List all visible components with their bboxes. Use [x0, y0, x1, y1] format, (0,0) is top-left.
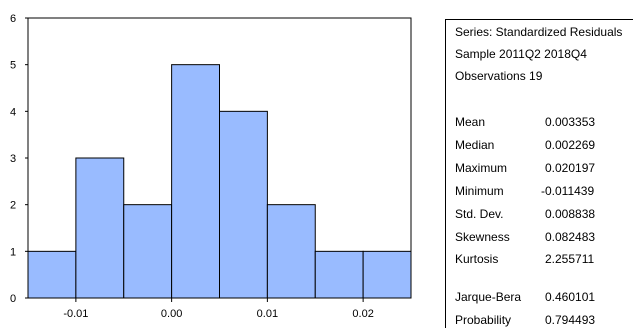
statistics-panel: Series: Standardized Residuals Sample 20…: [445, 19, 633, 328]
stat-value: 2.255711: [545, 252, 595, 267]
histogram-bar: [266, 204, 316, 299]
stat-label: Std. Dev.: [455, 206, 504, 221]
jb-stat-label: Jarque-Bera: [455, 290, 522, 304]
histogram-bar: [171, 64, 220, 299]
stat-label: Skewness: [455, 229, 510, 244]
x-tick-label: 0.02: [352, 308, 373, 320]
x-tick-label: -0.01: [63, 308, 88, 320]
stat-label: Median: [455, 137, 495, 152]
histogram-bar: [362, 250, 412, 299]
y-tick-label: 1: [10, 246, 16, 258]
bars-group: [27, 64, 412, 299]
stat-label: Mean: [455, 115, 486, 129]
histogram-bar: [27, 250, 77, 299]
x-tick-label: 0.01: [257, 308, 278, 320]
stat-label: Maximum: [455, 160, 508, 175]
stat-label: Kurtosis: [455, 252, 499, 267]
y-tick-label: 4: [10, 106, 16, 118]
stat-value: -0.011439: [541, 183, 595, 198]
stat-value: 0.002269: [545, 137, 596, 152]
y-tick-label: 0: [10, 293, 16, 305]
x-tick-label: 0.00: [161, 308, 182, 320]
stat-value: 0.003353: [545, 115, 596, 129]
y-tick-label: 3: [10, 153, 16, 165]
jb-stat-value: 0.794493: [545, 312, 596, 327]
axes-group: 0 1 2 3 4 5 6 -0.01 0.00 0.01 0.02: [10, 13, 412, 320]
histogram-bar: [219, 110, 268, 299]
observations-line: Observations 19: [455, 69, 543, 83]
histogram-bar: [314, 250, 364, 299]
y-tick-label: 6: [10, 13, 16, 25]
stat-label: Minimum: [455, 183, 504, 198]
sample-line: Sample 2011Q2 2018Q4: [455, 47, 587, 61]
stat-value: 0.020197: [545, 160, 596, 175]
histogram-bar: [75, 157, 125, 299]
stat-value: 0.082483: [545, 229, 596, 244]
series-line: Series: Standardized Residuals: [455, 25, 623, 39]
y-tick-label: 2: [10, 200, 16, 212]
histogram-chart: 0 1 2 3 4 5 6 -0.01 0.00 0.01 0.02: [10, 13, 412, 320]
jb-stat-value: 0.460101: [545, 290, 596, 304]
y-tick-label: 5: [10, 60, 16, 72]
histogram-bar: [123, 204, 173, 299]
jb-stat-label: Probability: [455, 312, 512, 327]
stat-value: 0.008838: [545, 206, 596, 221]
